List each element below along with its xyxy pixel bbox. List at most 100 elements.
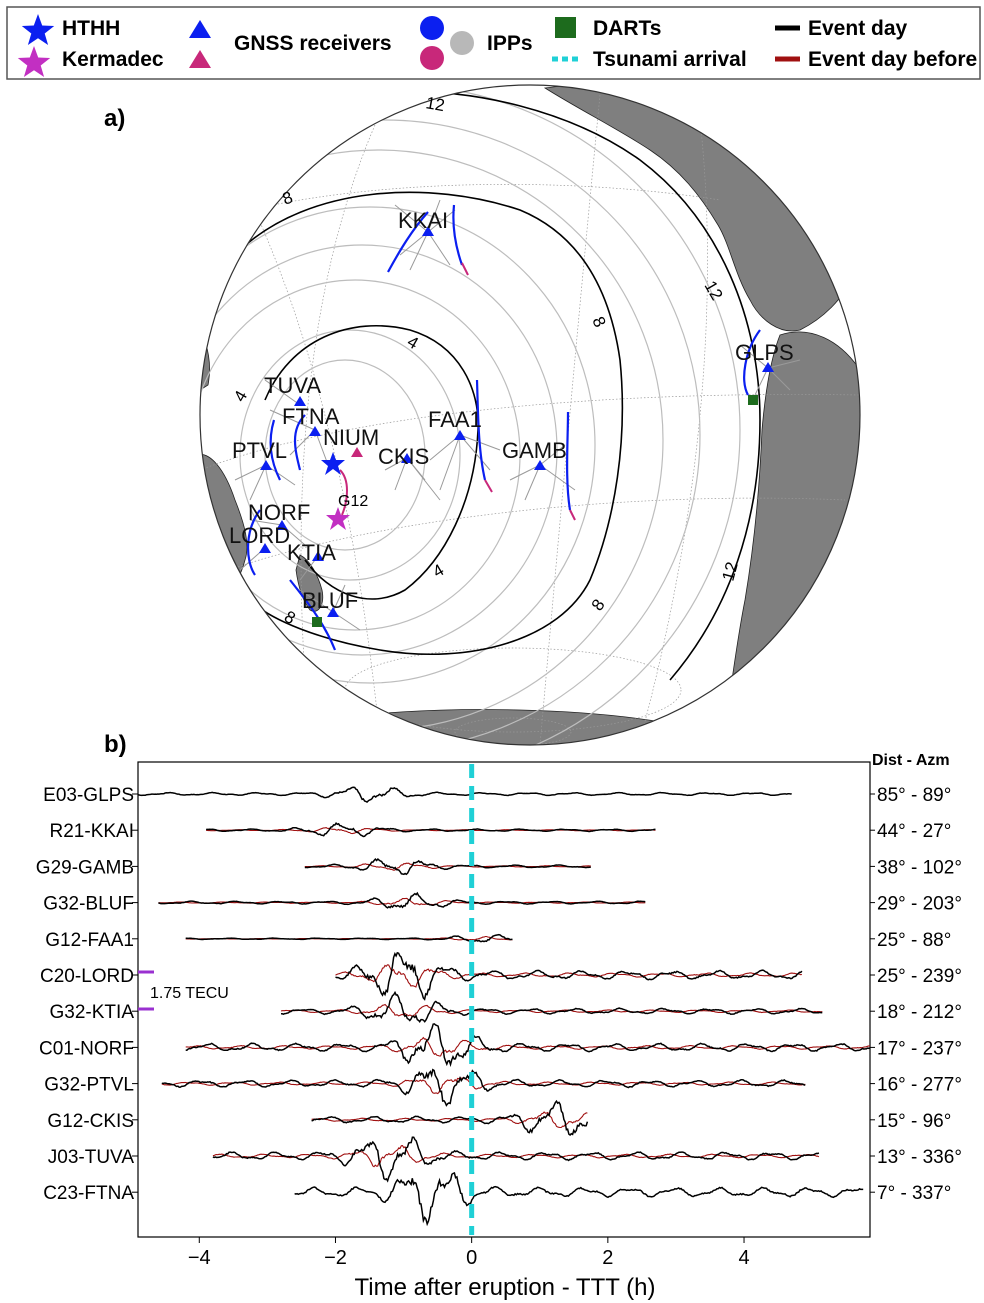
ipp-blue-circle-icon [420, 16, 444, 40]
legend: HTHH Kermadec GNSS receivers IPPs DARTs … [6, 6, 981, 80]
station-faa1[interactable]: FAA1 [428, 407, 482, 440]
legend-event-day-before-label: Event day before [808, 48, 977, 71]
new-zealand-land [295, 554, 324, 612]
x-tick-label: 4 [738, 1247, 749, 1269]
dist-azm-label: 25° - 88° [877, 930, 951, 951]
dart-square-icon [555, 17, 576, 38]
dart-marker [312, 617, 322, 627]
trace-event-day [206, 822, 656, 838]
svg-text:CKIS: CKIS [378, 444, 429, 469]
trace-layer [138, 786, 870, 1227]
trace-event-day [335, 951, 803, 1001]
legend-darts-label: DARTs [593, 17, 661, 40]
svg-text:NIUM: NIUM [323, 425, 379, 450]
trace-event-day [185, 933, 513, 943]
ipp-grey-circle-icon [450, 31, 474, 55]
legend-ipps-label: IPPs [487, 32, 533, 55]
panel-a-label: a) [104, 105, 125, 132]
row-label: G29-GAMB [36, 857, 134, 878]
trace-event-day [294, 1172, 864, 1227]
station-tuva[interactable]: TUVA [264, 373, 321, 406]
trace-event-day [158, 891, 646, 909]
row-label: R21-KKAI [50, 821, 134, 842]
svg-text:LORD: LORD [229, 523, 290, 548]
row-label: E03-GLPS [43, 785, 134, 806]
svg-text:GAMB: GAMB [502, 438, 567, 463]
legend-gnss-label: GNSS receivers [234, 32, 392, 55]
svg-text:GLPS: GLPS [735, 340, 794, 365]
contour-label: 12 [719, 560, 742, 583]
svg-text:TUVA: TUVA [264, 373, 321, 398]
trace-day-before [311, 1111, 588, 1129]
svg-text:PTVL: PTVL [232, 438, 287, 463]
station-bluf[interactable]: BLUF [302, 588, 358, 617]
ipp-pink-circle-icon [420, 46, 444, 70]
dist-azm-label: 16° - 277° [877, 1075, 962, 1096]
station-gamb[interactable]: GAMB [502, 438, 567, 470]
trace-day-before [185, 1036, 870, 1057]
dist-azm-labels: 85° - 89° 44° - 27° 38° - 102° 29° - 203° 25… [870, 785, 962, 1204]
svg-text:KTIA: KTIA [287, 540, 336, 565]
legend-kermadec-label: Kermadec [62, 48, 164, 71]
legend-event-day-label: Event day [808, 17, 908, 40]
hthh-star-marker [321, 452, 345, 475]
plot-area [137, 761, 871, 1238]
svg-text:KKAI: KKAI [398, 208, 448, 233]
x-tick-label: 2 [602, 1247, 613, 1269]
dart-marker [748, 395, 758, 405]
x-tick-label: 0 [466, 1247, 477, 1269]
dist-azm-label: 25° - 239° [877, 966, 962, 987]
dist-azm-label: 17° - 237° [877, 1038, 962, 1059]
station-markers: KKAI GLPS TUVA FTNA NIUM FAA1 PTVL CKIS … [229, 208, 794, 617]
row-label: J03-TUVA [48, 1147, 135, 1168]
trace-event-day [138, 786, 792, 804]
dist-azm-label: 13° - 336° [877, 1147, 962, 1168]
station-kkai[interactable]: KKAI [398, 208, 448, 236]
svg-text:NORF: NORF [248, 500, 310, 525]
row-label: G12-CKIS [47, 1111, 134, 1132]
row-label: G32-BLUF [43, 894, 134, 915]
hthh-star-icon [21, 14, 55, 45]
dist-azm-label: 18° - 212° [877, 1002, 962, 1023]
row-label: G32-KTIA [50, 1002, 135, 1023]
dist-azm-label: 29° - 203° [877, 894, 962, 915]
dist-azm-label: 85° - 89° [877, 785, 951, 806]
row-label: C23-FTNA [43, 1183, 134, 1204]
globe-map: 12 8 12 8 4 4 4 8 12 8 [199, 84, 861, 746]
gnss-blue-triangle-icon [189, 20, 211, 38]
station-ftna[interactable]: FTNA [282, 404, 340, 436]
trace-day-before [212, 1144, 820, 1168]
satellite-label: G12 [338, 493, 368, 510]
trace-event-day [304, 857, 591, 876]
station-lord[interactable]: LORD [229, 523, 290, 553]
trace-event-day [281, 990, 823, 1023]
ipp-tracks [234, 199, 801, 651]
x-tick-label: −2 [324, 1247, 347, 1269]
row-label: G12-FAA1 [45, 930, 134, 951]
scale-bar: 1.75 TECU [138, 970, 229, 1011]
row-label: C01-NORF [39, 1038, 134, 1059]
dist-azm-label: 7° - 337° [877, 1183, 951, 1204]
kermadec-star-marker [326, 507, 350, 530]
station-ckis[interactable]: CKIS [378, 444, 429, 469]
station-ktia[interactable]: KTIA [287, 540, 336, 565]
trace-event-day [212, 1136, 820, 1183]
trace-event-day [161, 1068, 806, 1107]
contour-label: 12 [424, 93, 446, 115]
dist-azm-label: 44° - 27° [877, 821, 951, 842]
station-glps[interactable]: GLPS [735, 340, 794, 372]
svg-text:BLUF: BLUF [302, 588, 358, 613]
station-ptvl[interactable]: PTVL [232, 438, 287, 470]
legend-hthh-label: HTHH [62, 17, 120, 40]
row-labels: E03-GLPS R21-KKAI G29-GAMB G32-BLUF G12-FAA1… [36, 785, 138, 1204]
panel-b-label: b) [104, 731, 127, 758]
legend-tsunami-label: Tsunami arrival [593, 48, 747, 71]
trace-event-day [185, 1023, 870, 1068]
svg-text:FAA1: FAA1 [428, 407, 482, 432]
dist-azm-label: 15° - 96° [877, 1111, 951, 1132]
station-norf[interactable]: NORF [248, 500, 310, 530]
x-axis-label: Time after eruption - TTT (h) [355, 1274, 656, 1301]
station-nium[interactable]: NIUM [323, 425, 379, 457]
scale-bar-label: 1.75 TECU [150, 985, 229, 1002]
